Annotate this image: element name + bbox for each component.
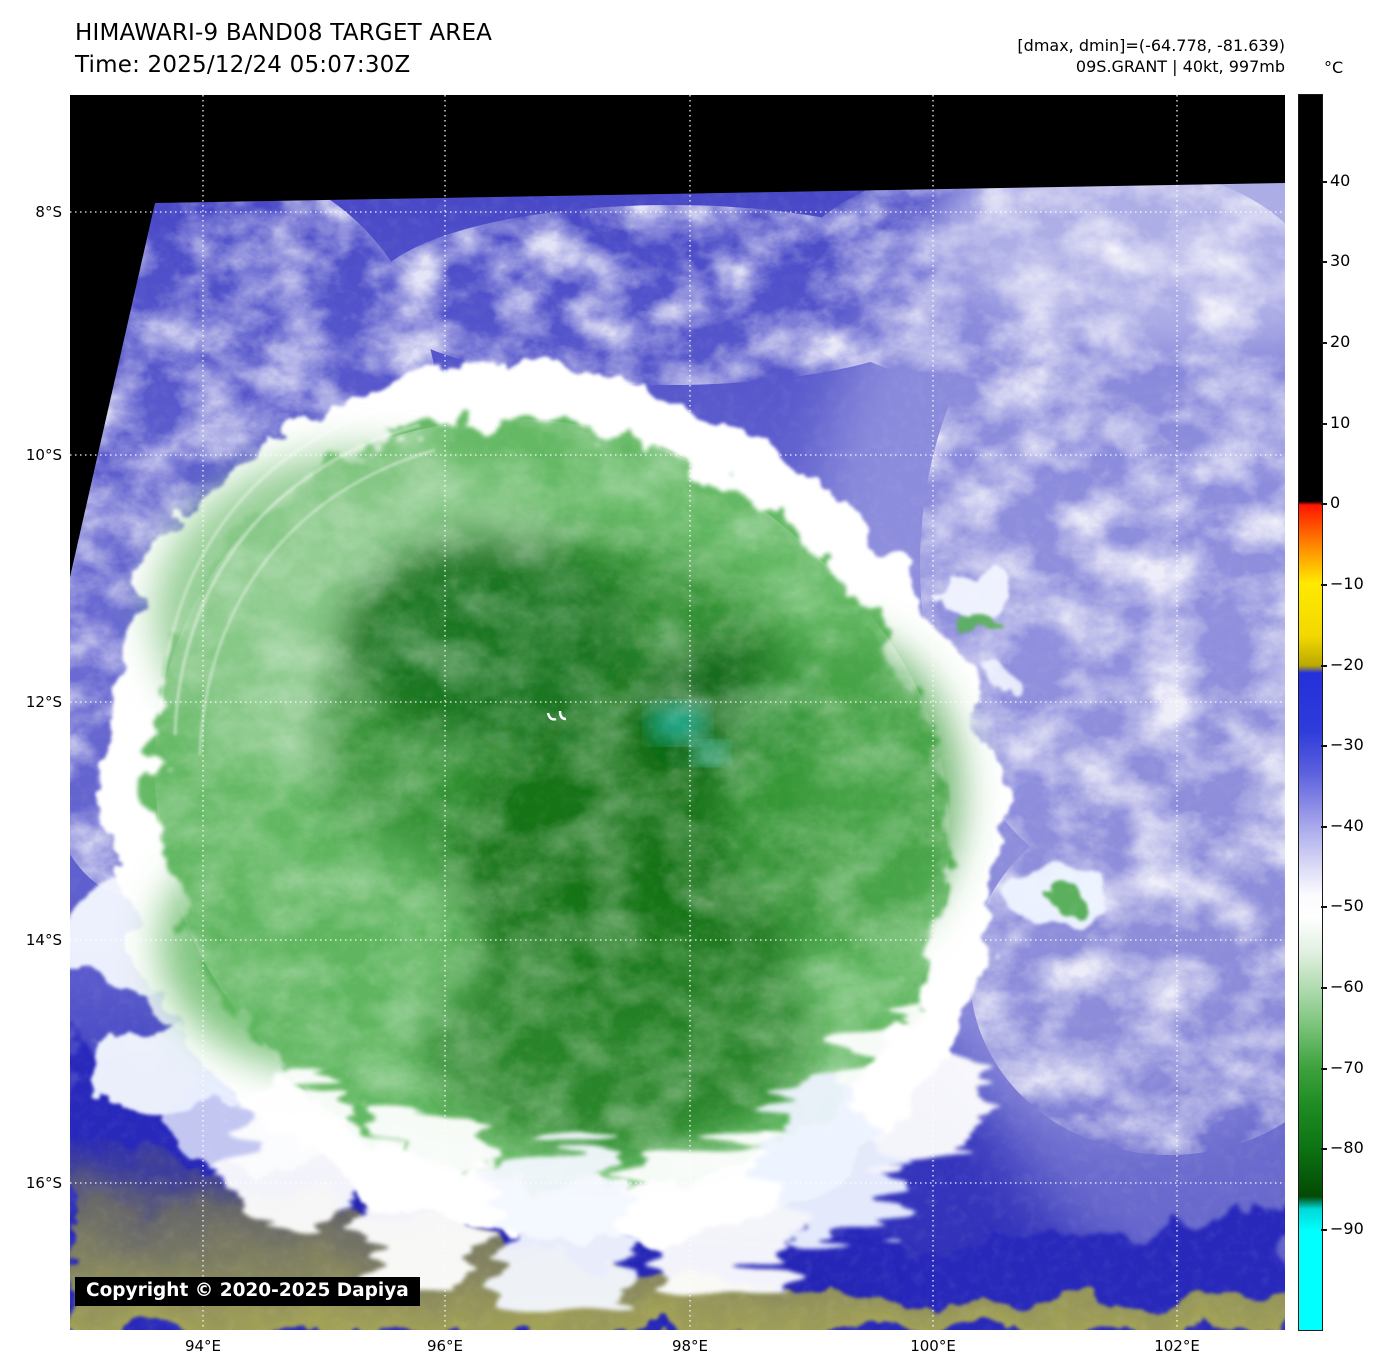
colorbar-tick-label: 20 (1320, 332, 1351, 351)
header-right: [dmax, dmin]=(-64.778, -81.639) 09S.GRAN… (1017, 35, 1285, 77)
colorbar-tick-label: −90 (1321, 1219, 1364, 1238)
sensor-grain (70, 95, 1285, 1330)
lon-tick-label: 98°E (671, 1337, 709, 1355)
colorbar-tick-label: 40 (1320, 171, 1351, 190)
storm-info-readout: 09S.GRANT | 40kt, 997mb (1075, 57, 1285, 76)
colorbar-tick-label: −20 (1321, 655, 1364, 674)
colorbar-tick-label: 0 (1320, 493, 1341, 512)
lat-tick-label: 14°S (25, 931, 62, 949)
temperature-colorbar (1298, 94, 1323, 1331)
colorbar-gradient (1298, 94, 1323, 1331)
colorbar-tick-label: −40 (1321, 816, 1364, 835)
colorbar-tick-labels: 40 30 20 10 0 −10 −20 −30 −40 −50 −60 −7… (1320, 95, 1388, 1330)
lat-tick-label: 12°S (25, 693, 62, 711)
lon-tick-label: 102°E (1154, 1337, 1200, 1355)
satellite-image (70, 95, 1285, 1330)
colorbar-tick-label: −70 (1321, 1058, 1364, 1077)
image-title: HIMAWARI-9 BAND08 TARGET AREA (75, 20, 493, 46)
colorbar-tick-label: −50 (1321, 896, 1364, 915)
no-data-region (70, 95, 1285, 577)
colorbar-tick-label: 30 (1320, 251, 1351, 270)
lat-tick-label: 16°S (25, 1174, 62, 1192)
satellite-map-canvas: Copyright © 2020-2025 Dapiya (70, 95, 1285, 1330)
colorbar-tick-label: −80 (1321, 1138, 1364, 1157)
copyright-badge: Copyright © 2020-2025 Dapiya (75, 1277, 420, 1306)
latlon-grid (70, 95, 1285, 1330)
lat-tick-label: 8°S (35, 203, 62, 221)
lon-tick-label: 94°E (184, 1337, 222, 1355)
image-timestamp: Time: 2025/12/24 05:07:30Z (75, 52, 411, 78)
lon-tick-label: 96°E (426, 1337, 464, 1355)
storm-center-marker (546, 710, 567, 721)
colorbar-tick-label: 10 (1320, 413, 1351, 432)
colorbar-tick-label: −30 (1321, 735, 1364, 754)
colorbar-unit-label: °C (1324, 58, 1344, 77)
lat-tick-label: 10°S (25, 446, 62, 464)
colorbar-tick-label: −60 (1321, 977, 1364, 996)
dmax-dmin-readout: [dmax, dmin]=(-64.778, -81.639) (1017, 36, 1285, 55)
colorbar-tick-label: −10 (1321, 574, 1364, 593)
lon-tick-label: 100°E (910, 1337, 956, 1355)
